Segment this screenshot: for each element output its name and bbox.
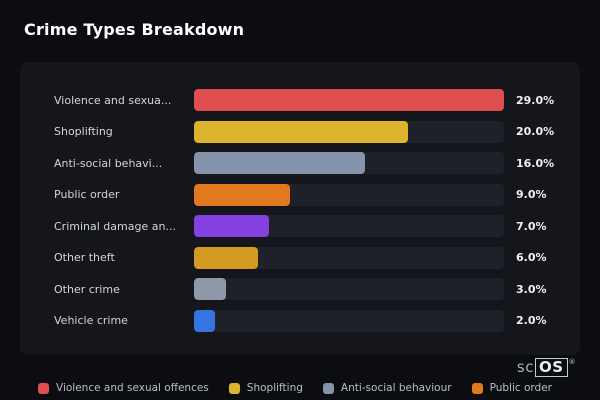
category-label: Other theft bbox=[54, 251, 115, 265]
page-title: Crime Types Breakdown bbox=[24, 20, 245, 39]
bar-rows-container: Violence and sexua... 29.0% Shoplifting … bbox=[54, 88, 558, 333]
bar-row: Other theft 6.0% bbox=[54, 246, 558, 270]
legend-swatch-icon bbox=[322, 382, 334, 394]
category-label: Criminal damage an... bbox=[54, 219, 176, 233]
watermark-boxed-text: OS bbox=[534, 358, 568, 377]
bar-row: Other crime 3.0% bbox=[54, 277, 558, 301]
value-label: 9.0% bbox=[516, 188, 547, 202]
bar-track bbox=[194, 183, 504, 206]
watermark-logo: sc OS ® bbox=[517, 358, 576, 377]
bar-row: Criminal damage an... 7.0% bbox=[54, 214, 558, 238]
bar[interactable] bbox=[194, 246, 259, 269]
category-label: Vehicle crime bbox=[54, 314, 128, 328]
value-label: 2.0% bbox=[516, 314, 547, 328]
category-label: Shoplifting bbox=[54, 125, 113, 139]
legend-item[interactable]: Violence and sexual offences bbox=[38, 382, 209, 394]
legend: Violence and sexual offences Shoplifting… bbox=[38, 382, 552, 394]
value-label: 6.0% bbox=[516, 251, 547, 265]
bar-track bbox=[194, 120, 504, 143]
bar[interactable] bbox=[194, 120, 408, 143]
chart-panel: Violence and sexua... 29.0% Shoplifting … bbox=[20, 62, 580, 355]
bar-row: Vehicle crime 2.0% bbox=[54, 309, 558, 333]
category-label: Public order bbox=[54, 188, 120, 202]
legend-label: Anti-social behaviour bbox=[340, 382, 452, 394]
bar-row: Public order 9.0% bbox=[54, 183, 558, 207]
bar[interactable] bbox=[194, 309, 216, 332]
bar-row: Violence and sexua... 29.0% bbox=[54, 88, 558, 112]
bar[interactable] bbox=[194, 183, 291, 206]
legend-swatch-icon bbox=[228, 382, 240, 394]
bar-track bbox=[194, 309, 504, 332]
value-label: 7.0% bbox=[516, 219, 547, 233]
legend-label: Violence and sexual offences bbox=[56, 382, 209, 394]
bar-track bbox=[194, 152, 504, 175]
category-label: Other crime bbox=[54, 282, 120, 296]
bar[interactable] bbox=[194, 215, 269, 238]
bar-track bbox=[194, 246, 504, 269]
bar-row: Anti-social behavi... 16.0% bbox=[54, 151, 558, 175]
legend-item[interactable]: Public order bbox=[471, 382, 552, 394]
bar[interactable] bbox=[194, 152, 366, 175]
legend-label: Public order bbox=[489, 382, 552, 394]
registered-mark-icon: ® bbox=[568, 358, 576, 366]
value-label: 16.0% bbox=[516, 156, 555, 170]
legend-swatch-icon bbox=[38, 382, 49, 394]
value-label: 3.0% bbox=[516, 282, 547, 296]
category-label: Anti-social behavi... bbox=[54, 156, 163, 170]
value-label: 20.0% bbox=[516, 125, 555, 139]
bar-row: Shoplifting 20.0% bbox=[54, 120, 558, 144]
category-label: Violence and sexua... bbox=[54, 93, 172, 107]
value-label: 29.0% bbox=[516, 93, 555, 107]
bar-track bbox=[194, 278, 504, 301]
bar[interactable] bbox=[194, 89, 504, 111]
legend-item[interactable]: Anti-social behaviour bbox=[322, 382, 452, 394]
bar-track bbox=[194, 89, 504, 111]
legend-label: Shoplifting bbox=[246, 382, 303, 394]
bar-track bbox=[194, 215, 504, 238]
legend-item[interactable]: Shoplifting bbox=[228, 382, 303, 394]
watermark-prefix: sc bbox=[516, 358, 534, 376]
legend-swatch-icon bbox=[471, 382, 483, 394]
bar[interactable] bbox=[194, 278, 227, 301]
